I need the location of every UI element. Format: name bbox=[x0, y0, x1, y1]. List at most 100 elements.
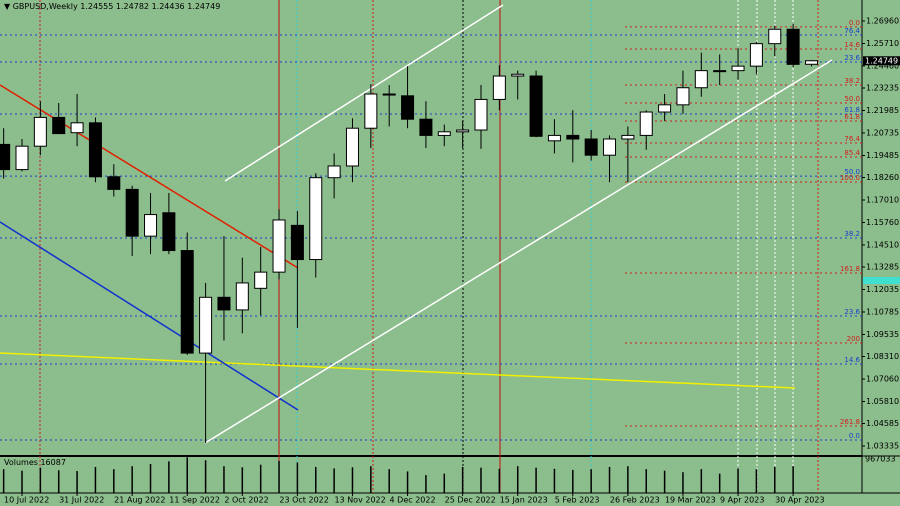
y-tick-label: 1.23235 bbox=[866, 84, 899, 93]
x-tick-label: 15 Jan 2023 bbox=[500, 496, 548, 505]
trendline bbox=[0, 84, 299, 269]
fib-levels: 76.4 23.6 61.8 50.0 38.2 23.6 14.6 0.0 0.0 14.6 38… bbox=[0, 19, 862, 441]
body bbox=[345, 127, 359, 167]
y-tick-label: 1.10785 bbox=[866, 307, 899, 316]
body bbox=[419, 118, 433, 136]
body bbox=[52, 116, 66, 135]
y-tick-label: 1.21985 bbox=[866, 106, 899, 115]
body bbox=[639, 111, 653, 136]
body bbox=[804, 60, 818, 65]
body bbox=[33, 116, 47, 147]
axis-labels: 1.26960 1.25710 1.24460 1.23235 1.21985 1.207… bbox=[4, 16, 900, 505]
x-tick-label: 5 Feb 2023 bbox=[555, 496, 600, 505]
y-tick-label: 1.05810 bbox=[866, 397, 899, 406]
body bbox=[327, 165, 341, 179]
body bbox=[731, 65, 745, 72]
fib-label: 14.6 bbox=[844, 356, 860, 364]
body bbox=[0, 143, 11, 171]
y-tick-label: 1.08310 bbox=[866, 352, 899, 361]
y-tick-label: 1.15760 bbox=[866, 218, 899, 227]
body bbox=[144, 214, 158, 237]
body bbox=[254, 271, 268, 289]
title-low: 1.24436 bbox=[152, 2, 185, 11]
time-axis bbox=[0, 493, 862, 506]
body bbox=[786, 28, 800, 65]
y-tick-label: 1.24460 bbox=[866, 61, 899, 70]
body bbox=[676, 87, 690, 106]
body bbox=[456, 129, 470, 133]
body bbox=[15, 145, 29, 171]
title-close: 1.24749 bbox=[187, 2, 220, 11]
x-tick-label: 2 Oct 2022 bbox=[224, 496, 268, 505]
body bbox=[88, 122, 102, 178]
volume-bars bbox=[2, 457, 813, 493]
volume-name: Volumes bbox=[4, 458, 38, 467]
fib-label: 85.4 bbox=[844, 149, 860, 157]
trendline bbox=[224, 4, 504, 182]
body bbox=[364, 93, 378, 129]
body bbox=[621, 134, 635, 140]
body bbox=[107, 176, 121, 190]
fib-label: 38.2 bbox=[844, 77, 860, 85]
body bbox=[401, 95, 415, 120]
body bbox=[199, 296, 213, 354]
body bbox=[125, 188, 139, 237]
x-tick-label: 31 Jul 2022 bbox=[59, 496, 104, 505]
trendlines bbox=[0, 4, 833, 444]
trendline bbox=[0, 352, 796, 389]
y-tick-label: 1.03335 bbox=[866, 442, 899, 451]
x-tick-label: 26 Feb 2023 bbox=[610, 496, 660, 505]
y-tick-label: 1.09535 bbox=[866, 330, 899, 339]
body bbox=[566, 134, 580, 140]
body bbox=[694, 70, 708, 89]
body bbox=[529, 75, 543, 137]
fib-label: 61.8 bbox=[844, 113, 860, 121]
fib-label: 76.4 bbox=[844, 27, 860, 35]
body bbox=[474, 98, 488, 131]
trendline bbox=[204, 59, 833, 444]
body bbox=[70, 122, 84, 134]
y-tick-label: 1.04585 bbox=[866, 419, 899, 428]
body bbox=[658, 104, 672, 113]
price-axis bbox=[862, 0, 900, 506]
y-tick-label: 1.12035 bbox=[866, 285, 899, 294]
y-tick-label: 1.14510 bbox=[866, 240, 899, 249]
body bbox=[235, 282, 249, 311]
fib-label: 200 bbox=[847, 335, 860, 343]
body bbox=[180, 250, 194, 354]
body bbox=[768, 28, 782, 45]
fib-label: 50.0 bbox=[844, 168, 860, 176]
volume-pane bbox=[0, 457, 862, 493]
x-tick-label: 9 Apr 2023 bbox=[720, 496, 764, 505]
fib-label: 50.0 bbox=[844, 95, 860, 103]
body bbox=[713, 70, 727, 73]
body bbox=[309, 177, 323, 261]
volume-last: 16087 bbox=[40, 458, 65, 467]
y-tick-label: 1.25710 bbox=[866, 39, 899, 48]
x-tick-label: 25 Dec 2022 bbox=[445, 496, 496, 505]
price-box bbox=[863, 56, 900, 66]
fib-label: 0.0 bbox=[849, 432, 860, 440]
chart-title: ▼ GBPUSD,Weekly 1.24555 1.24782 1.24436 … bbox=[4, 2, 220, 11]
y-tick-label: 1.26960 bbox=[866, 16, 899, 25]
fib-label: 161.8 bbox=[840, 265, 860, 273]
volume-tick-label: 967033 bbox=[865, 455, 896, 464]
x-tick-label: 21 Aug 2022 bbox=[114, 496, 165, 505]
y-tick-label: 1.18260 bbox=[866, 173, 899, 182]
body bbox=[437, 131, 451, 136]
y-tick-label: 1.19485 bbox=[866, 151, 899, 160]
marker-box bbox=[863, 277, 900, 284]
y-tick-label: 1.20735 bbox=[866, 128, 899, 137]
body bbox=[382, 93, 396, 96]
x-tick-label: 30 Apr 2023 bbox=[775, 496, 824, 505]
x-tick-label: 11 Sep 2022 bbox=[169, 496, 220, 505]
x-tick-label: 19 Mar 2023 bbox=[665, 496, 716, 505]
body bbox=[492, 75, 506, 100]
fib-label: 61.8 bbox=[844, 106, 860, 114]
body bbox=[290, 224, 304, 261]
body bbox=[511, 73, 525, 77]
body bbox=[217, 296, 231, 311]
x-tick-label: 4 Dec 2022 bbox=[390, 496, 436, 505]
body bbox=[547, 134, 561, 142]
